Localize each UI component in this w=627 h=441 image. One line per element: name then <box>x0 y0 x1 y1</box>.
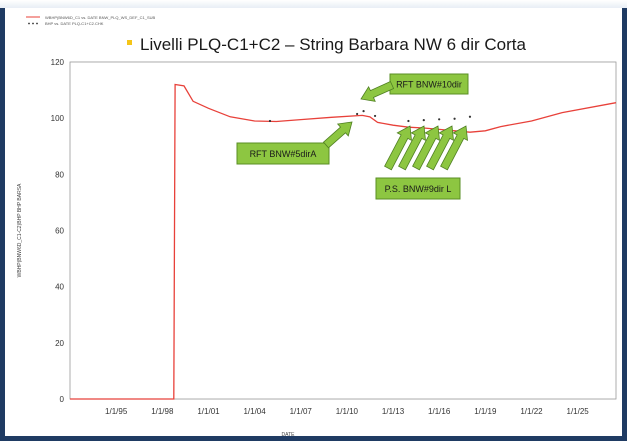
legend-marker-bhp <box>28 22 30 25</box>
callout-arrow-rft-10dir <box>360 80 395 102</box>
annotations: RFT BNW#10dir RFT BNW#5dirA P.S. BNW#9dir … <box>236 73 469 200</box>
y-tick-label: 20 <box>55 339 64 348</box>
x-tick-label: 1/1/04 <box>243 407 266 416</box>
data-point-bhp <box>422 119 425 122</box>
x-tick-label: 1/1/25 <box>567 407 590 416</box>
data-point-bhp <box>268 119 272 123</box>
x-tick-label: 1/1/07 <box>290 407 313 416</box>
callout-arrow-ps-9dirl <box>426 125 454 171</box>
x-tick-label: 1/1/10 <box>336 407 359 416</box>
callout-arrow-ps-9dirl <box>440 125 468 171</box>
callout-arrow-ps-9dirl <box>384 125 412 171</box>
plot-area <box>69 61 617 400</box>
legend-marker-bhp <box>32 22 34 25</box>
x-tick-label: 1/1/98 <box>151 407 174 416</box>
y-tick-label: 40 <box>55 283 64 292</box>
y-tick-label: 0 <box>60 395 65 404</box>
x-axis-label: DATE <box>282 432 296 438</box>
x-tick-label: 1/1/16 <box>428 407 451 416</box>
data-point-bhp <box>453 117 456 120</box>
legend-marker-bhp <box>36 22 38 25</box>
legend-label-wbhp: WBHP(BNW6D_C1 vs. DATE BNW_PLQ_WS_DEF_C1… <box>45 15 156 20</box>
data-point-bhp <box>356 112 359 116</box>
callout-arrow-ps-9dirl <box>398 125 426 171</box>
y-tick-label: 100 <box>51 114 65 123</box>
chart-title: Livelli PLQ-C1+C2 – String Barbara NW 6 … <box>140 35 526 54</box>
callout-rft-5dira-label: RFT BNW#5dirA <box>250 149 317 159</box>
callout-rft-10dir-label: RFT BNW#10dir <box>396 80 462 90</box>
y-tick-label: 80 <box>55 170 64 179</box>
callout-arrow-ps-9dirl <box>412 125 440 171</box>
title-group: Livelli PLQ-C1+C2 – String Barbara NW 6 … <box>127 35 526 54</box>
x-tick-label: 1/1/13 <box>382 407 405 416</box>
data-point-bhp <box>362 110 365 113</box>
axes: 0 20 40 60 80 100 120 1/1/95 1/1/98 1/1/01 1/1/04 1… <box>17 58 617 438</box>
legend: WBHP(BNW6D_C1 vs. DATE BNW_PLQ_WS_DEF_C1… <box>26 15 156 26</box>
data-point-bhp <box>407 119 410 123</box>
series-group <box>70 83 617 400</box>
x-tick-label: 1/1/95 <box>105 407 128 416</box>
x-tick-label: 1/1/22 <box>520 407 543 416</box>
callout-ps-9dirl-box <box>375 177 461 200</box>
series-line-wbhp <box>70 83 617 400</box>
data-point-bhp <box>468 115 472 118</box>
data-point-bhp <box>373 114 377 118</box>
callout-arrow-rft-5dira <box>322 121 353 149</box>
y-tick-label: 60 <box>55 227 64 236</box>
callout-rft-5dira-box <box>236 142 330 165</box>
callout-ps-9dirl-label: P.S. BNW#9dir L <box>385 184 452 194</box>
slide-top-band <box>0 0 627 8</box>
legend-label-bhp: BHP vs. DATE PLQ-C1+C2.CHK <box>45 21 104 26</box>
x-tick-label: 1/1/01 <box>197 407 220 416</box>
x-tick-label: 1/1/19 <box>474 407 497 416</box>
y-tick-label: 120 <box>51 58 65 67</box>
y-axis-label: WBHP(BNW6D_C1-C2)BHP BHP BARSA <box>17 183 23 277</box>
title-bullet <box>127 40 132 45</box>
data-point-bhp <box>438 118 441 121</box>
